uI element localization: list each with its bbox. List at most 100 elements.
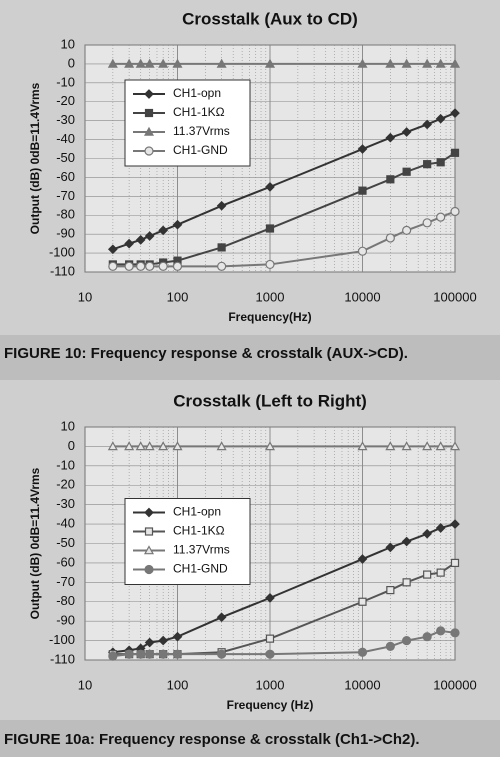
marker xyxy=(217,649,227,659)
marker xyxy=(357,58,368,68)
y-tick-label: -30 xyxy=(56,112,75,127)
marker xyxy=(143,545,155,555)
marker xyxy=(401,58,412,68)
marker xyxy=(144,231,155,241)
marker xyxy=(264,58,276,68)
marker xyxy=(136,649,146,659)
y-tick-label: -60 xyxy=(56,554,75,569)
marker xyxy=(124,58,135,68)
marker xyxy=(422,441,433,451)
y-tick-label: -100 xyxy=(49,632,75,647)
marker xyxy=(108,261,118,271)
y-tick-label: -30 xyxy=(56,496,75,511)
marker xyxy=(357,441,368,451)
marker xyxy=(357,647,368,657)
y-tick-label: -100 xyxy=(49,245,75,260)
marker xyxy=(216,441,227,451)
marker xyxy=(265,593,275,603)
marker xyxy=(144,146,154,156)
marker xyxy=(217,243,226,252)
marker xyxy=(386,175,395,184)
marker xyxy=(144,507,154,518)
y-tick-label: -80 xyxy=(56,593,75,608)
marker xyxy=(386,585,395,595)
marker xyxy=(385,641,395,652)
marker xyxy=(402,578,411,587)
x-tick-label: 1000 xyxy=(256,677,285,692)
marker xyxy=(422,58,433,68)
marker xyxy=(172,631,183,642)
marker xyxy=(401,536,412,547)
y-tick-label: -20 xyxy=(56,477,75,492)
marker xyxy=(107,58,118,68)
y-tick-label: -110 xyxy=(50,651,75,666)
marker xyxy=(423,570,432,579)
marker xyxy=(436,626,446,636)
marker xyxy=(107,441,118,451)
marker xyxy=(265,649,275,659)
marker xyxy=(135,441,146,451)
marker xyxy=(172,58,183,68)
marker xyxy=(402,635,412,646)
marker xyxy=(265,224,275,233)
marker xyxy=(422,632,432,642)
marker xyxy=(357,554,368,564)
y-tick-label: -110 xyxy=(50,263,75,278)
figure-caption: FIGURE 10a: Frequency response & crossta… xyxy=(4,731,420,748)
marker xyxy=(136,261,146,271)
marker xyxy=(143,126,155,136)
marker xyxy=(135,234,146,245)
marker xyxy=(450,628,460,638)
legend-label: CH1-1KΩ xyxy=(173,524,225,538)
y-tick-label: 0 xyxy=(68,55,75,70)
y-tick-label: -40 xyxy=(56,131,75,146)
y-axis-label: Output (dB) 0dB=11.4Vrms xyxy=(28,82,42,234)
marker xyxy=(436,158,445,167)
y-tick-label: -90 xyxy=(56,613,75,628)
marker xyxy=(144,441,155,451)
marker xyxy=(144,108,154,118)
marker xyxy=(158,441,169,451)
marker xyxy=(435,113,446,124)
y-tick-label: -60 xyxy=(56,169,75,184)
marker xyxy=(385,58,396,68)
marker xyxy=(422,119,433,130)
marker xyxy=(144,89,154,99)
y-tick-label: -70 xyxy=(56,188,75,203)
marker xyxy=(145,261,155,271)
marker xyxy=(158,261,168,271)
figure-caption: FIGURE 10: Frequency response & crosstal… xyxy=(4,345,408,362)
legend-label: 11.37Vrms xyxy=(173,543,230,557)
marker xyxy=(144,58,155,68)
y-tick-label: -70 xyxy=(56,574,75,589)
marker xyxy=(172,219,183,230)
legend-label: CH1-opn xyxy=(173,505,221,519)
marker xyxy=(144,564,154,575)
marker xyxy=(436,568,445,577)
marker xyxy=(385,233,395,243)
marker xyxy=(216,612,227,623)
marker xyxy=(401,441,412,451)
marker xyxy=(144,637,155,648)
marker xyxy=(265,182,275,192)
marker xyxy=(145,649,155,659)
y-tick-label: -20 xyxy=(56,93,75,108)
marker xyxy=(216,58,227,68)
marker xyxy=(217,261,227,271)
marker xyxy=(158,649,168,659)
y-tick-label: -50 xyxy=(56,535,75,550)
marker xyxy=(450,108,460,118)
marker xyxy=(450,558,460,568)
y-tick-label: -40 xyxy=(56,516,75,531)
marker xyxy=(357,246,368,256)
marker xyxy=(264,441,276,451)
chart-title: Crosstalk (Left to Right) xyxy=(173,391,367,410)
marker xyxy=(124,261,134,271)
marker xyxy=(402,167,411,176)
marker xyxy=(108,651,118,661)
marker xyxy=(423,160,432,169)
legend-label: CH1-1KΩ xyxy=(173,105,225,119)
marker xyxy=(107,244,118,255)
x-tick-label: 100000 xyxy=(433,677,476,692)
